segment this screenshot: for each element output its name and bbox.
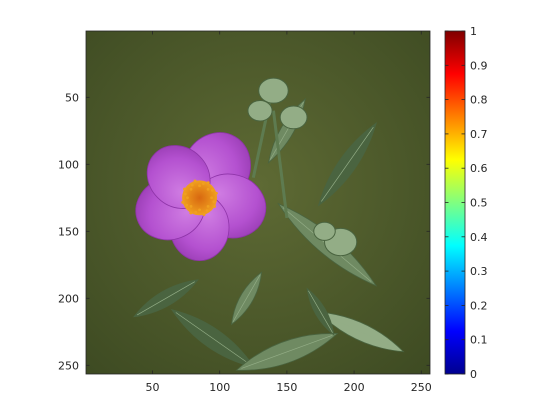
colorbar-tick-label: 0.7 [470,128,488,141]
y-axis: 50 100 150 200 250 [58,91,430,372]
image-stamen [193,179,197,183]
image-stamen [198,208,201,212]
image-bud [279,105,308,130]
image-bud [247,99,273,122]
image-stamen [213,205,217,208]
image-stamen [206,181,210,185]
image-bud [313,221,336,241]
image-buds [247,77,358,257]
image-photo [86,31,430,374]
image-stamen [189,211,193,215]
image-stamen [189,187,193,191]
image-stamen [181,200,185,204]
y-tick-label: 50 [65,91,79,104]
image-stamen [210,196,214,200]
image-stamen [206,204,210,208]
colorbar-tick-label: 0.8 [470,94,488,107]
image-stamen [190,183,194,187]
image-leaf-vein [136,281,195,316]
image-leaf-vein [308,290,333,333]
image-leaf-vein [232,274,261,323]
colorbar-axis: 0 0.1 0.2 0.3 0.4 0.5 0.6 0.7 0.8 0.9 1 [445,25,488,381]
y-tick-label: 200 [58,292,79,305]
x-tick-label: 100 [209,381,230,394]
colorbar-tick-label: 0.2 [470,299,488,312]
image-stem [271,110,289,219]
image-stamen [186,196,189,200]
colorbar-tick-label: 0.9 [470,59,488,72]
colorbar-tick-label: 1 [470,25,477,38]
colorbar-tick-label: 0.4 [470,231,488,244]
x-tick-label: 250 [411,381,432,394]
image-bud [258,77,289,104]
colorbar-tick-label: 0.1 [470,334,488,347]
y-tick-label: 150 [58,225,79,238]
colorbar-tick-label: 0.5 [470,197,488,210]
image-stamen [212,200,216,204]
colorbar [445,31,465,374]
image-stamen [202,213,206,217]
image-stamen [185,203,189,207]
colorbar-tick-label: 0.3 [470,265,488,278]
image-stamen [201,182,205,185]
image-stamen [189,204,193,208]
image-stamen [183,192,187,196]
x-tick-label: 200 [344,381,365,394]
image-stamen [198,184,201,188]
image-stamen [215,191,218,195]
image-stamen [194,210,198,214]
image-leaf-vein [241,335,333,369]
image-axes-box [85,30,431,375]
x-tick-label: 150 [276,381,297,394]
x-tick-label: 50 [146,381,160,394]
image-stamen [210,189,214,192]
y-tick-label: 250 [58,359,79,372]
image-leaf-vein [175,312,251,365]
colorbar-tick-label: 0 [470,368,477,381]
image-flower [135,132,267,262]
image-leaf-vein [321,126,374,202]
colorbar-tick-label: 0.6 [470,162,488,175]
image-stamen [206,187,210,191]
image-stamen [205,209,209,213]
x-axis: 50 100 150 200 250 [146,31,432,394]
y-tick-label: 100 [58,158,79,171]
image-leaf-vein [322,313,400,351]
image-stamen [183,187,186,191]
